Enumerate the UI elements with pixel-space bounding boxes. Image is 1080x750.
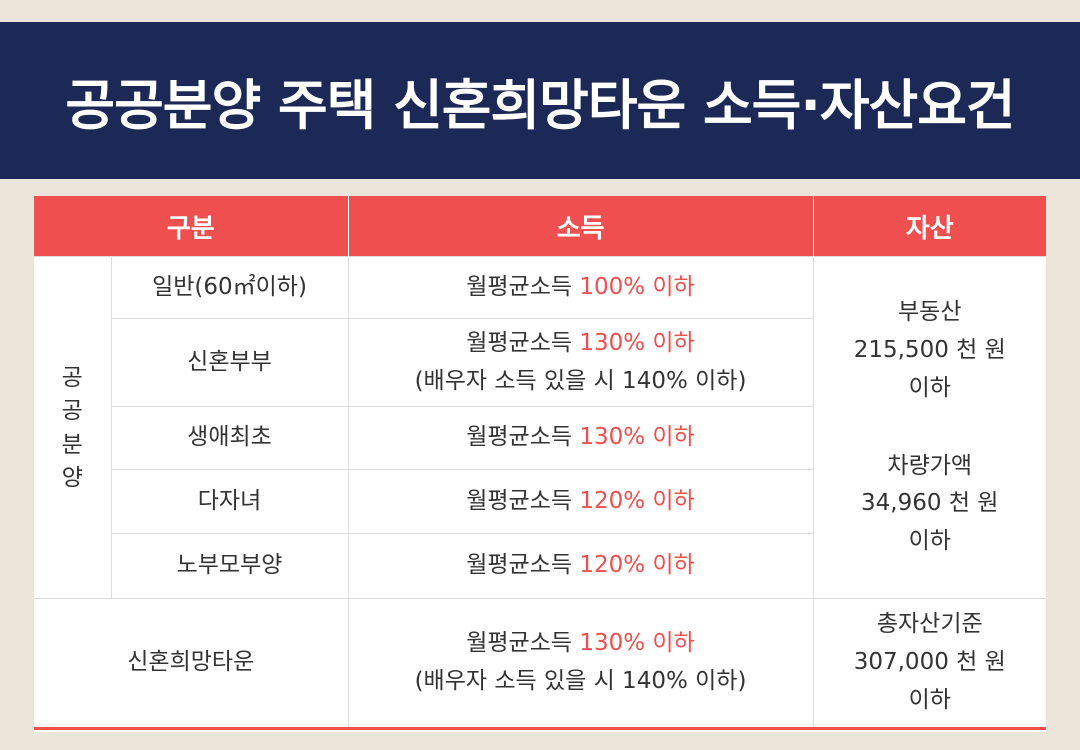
table-row: 신혼부부 월평균소득 130% 이하 (배우자 소득 있을 시 140% 이하) (34, 318, 1046, 407)
header-assets: 자산 (812, 196, 1046, 257)
group-label-public-sale: 공 공 분 양 (34, 256, 112, 599)
total-assets-suffix: 이하 (908, 686, 951, 713)
income-cell: 월평균소득 120% 이하 (347, 533, 814, 599)
total-assets-label: 총자산기준 (876, 611, 983, 638)
row-name: 신혼희망타운 (34, 598, 349, 730)
row-name: 신혼부부 (110, 318, 349, 407)
income-cell: 월평균소득 100% 이하 (347, 256, 814, 319)
requirements-table-card: 구분 소득 자산 공 공 분 양 일반(60㎡이하) 월평균소득 100% 이하 (34, 196, 1046, 732)
vehicle-amount: 34,960 천 원 (861, 490, 999, 517)
vehicle-label: 차량가액 (887, 452, 973, 479)
income-limit: 100% 이하 (579, 273, 695, 300)
income-cell: 월평균소득 130% 이하 (배우자 소득 있을 시 140% 이하) (347, 598, 814, 730)
real-estate-label: 부동산 (898, 298, 962, 325)
income-limit: 130% 이하 (579, 424, 695, 451)
newlywed-town-assets-cell: 총자산기준 307,000 천 원 이하 (812, 598, 1046, 730)
income-note: (배우자 소득 있을 시 140% 이하) (414, 668, 747, 694)
table-row: 공 공 분 양 일반(60㎡이하) 월평균소득 100% 이하 부동산 215,… (34, 256, 1046, 599)
row-name: 다자녀 (110, 469, 349, 534)
row-name: 생애최초 (110, 406, 349, 470)
vehicle-suffix: 이하 (908, 528, 951, 555)
row-name: 노부모부양 (110, 533, 349, 599)
public-assets-cell: 부동산 215,500 천 원 이하 차량가액 34,960 천 원 이하 (812, 256, 1046, 599)
table-row: 다자녀 월평균소득 120% 이하 (34, 469, 1046, 534)
income-note: (배우자 소득 있을 시 140% 이하) (414, 367, 747, 394)
income-limit: 130% 이하 (579, 630, 695, 657)
table-row: 신혼희망타운 월평균소득 130% 이하 (배우자 소득 있을 시 140% 이… (34, 598, 1046, 730)
total-assets-amount: 307,000 천 원 (853, 649, 1006, 676)
real-estate-amount: 215,500 천 원 (853, 336, 1006, 363)
income-limit: 120% 이하 (579, 552, 695, 579)
header-income: 소득 (347, 196, 813, 257)
income-cell: 월평균소득 120% 이하 (347, 469, 814, 534)
income-limit: 130% 이하 (579, 329, 695, 356)
header-category: 구분 (34, 196, 348, 257)
income-cell: 월평균소득 130% 이하 (배우자 소득 있을 시 140% 이하) (347, 318, 814, 407)
row-name: 일반(60㎡이하) (110, 256, 349, 319)
real-estate-suffix: 이하 (908, 374, 951, 401)
income-cell: 월평균소득 130% 이하 (347, 406, 814, 470)
requirements-table: 구분 소득 자산 공 공 분 양 일반(60㎡이하) 월평균소득 100% 이하 (34, 196, 1046, 730)
title-banner: 공공분양 주택 신혼희망타운 소득·자산요건 (0, 22, 1080, 179)
income-limit: 120% 이하 (579, 487, 695, 514)
table-header-row: 구분 소득 자산 (34, 196, 1046, 257)
page-title: 공공분양 주택 신혼희망타운 소득·자산요건 (65, 74, 1015, 137)
table-row: 노부모부양 월평균소득 120% 이하 (34, 533, 1046, 599)
